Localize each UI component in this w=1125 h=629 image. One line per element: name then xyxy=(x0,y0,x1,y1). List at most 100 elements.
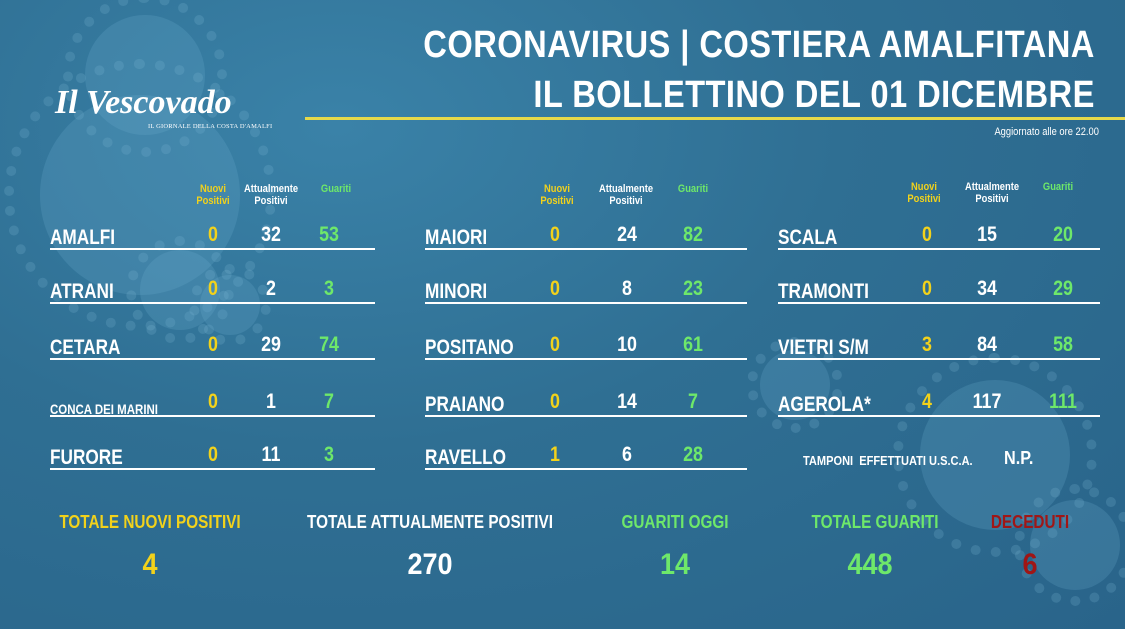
row-underline xyxy=(50,302,375,304)
town-healed: 58 xyxy=(1053,333,1073,356)
town-current-positive: 8 xyxy=(622,277,632,300)
deaths-value: 6 xyxy=(1022,548,1038,581)
logo-text: Il Vescovado xyxy=(55,84,232,121)
town-new-positive: 0 xyxy=(922,277,932,300)
town-name: SCALA xyxy=(778,226,838,249)
total-new-label: TOTALE NUOVI POSITIVI xyxy=(59,512,241,532)
town-current-positive: 1 xyxy=(266,390,276,413)
town-new-positive: 0 xyxy=(550,333,560,356)
header-new-1: Nuovi Positivi xyxy=(196,183,230,207)
row-underline xyxy=(778,302,1100,304)
town-current-positive: 84 xyxy=(977,333,997,356)
town-new-positive: 0 xyxy=(550,277,560,300)
virus-decoration xyxy=(1013,483,1125,607)
logo-subtitle: IL GIORNALE DELLA COSTA D'AMALFI xyxy=(148,122,273,130)
town-new-positive: 0 xyxy=(208,223,218,246)
row-underline xyxy=(425,358,747,360)
updated-time: Aggiornato alle ore 22.00 xyxy=(994,126,1099,138)
header-healed-1: Guariti xyxy=(320,183,352,195)
row-underline xyxy=(50,248,375,250)
town-name: TRAMONTI xyxy=(778,280,869,303)
healed-today-value: 14 xyxy=(659,548,691,581)
tamponi-value: N.P. xyxy=(1004,448,1034,468)
tamponi-label: TAMPONI EFFETTUATI U.S.C.A. xyxy=(803,453,973,468)
town-new-positive: 0 xyxy=(922,223,932,246)
town-healed: 29 xyxy=(1053,277,1073,300)
header-current-1: Attualmente Positivi xyxy=(243,183,299,207)
town-name: AGEROLA* xyxy=(778,393,871,416)
town-name: RAVELLO xyxy=(425,446,507,469)
town-name: ATRANI xyxy=(50,280,114,303)
town-current-positive: 117 xyxy=(972,390,1002,413)
town-current-positive: 2 xyxy=(266,277,276,300)
town-name: FURORE xyxy=(50,446,123,469)
town-new-positive: 0 xyxy=(208,443,218,466)
header-current-3: Attualmente Positivi xyxy=(964,181,1020,205)
town-healed: 53 xyxy=(319,223,339,246)
title-line-2: IL BOLLETTINO DEL 01 DICEMBRE xyxy=(533,74,1095,116)
town-healed: 61 xyxy=(683,333,703,356)
row-underline xyxy=(778,248,1100,250)
town-healed: 82 xyxy=(683,223,703,246)
town-current-positive: 24 xyxy=(617,223,637,246)
town-current-positive: 15 xyxy=(977,223,997,246)
town-healed: 3 xyxy=(324,277,334,300)
town-new-positive: 0 xyxy=(208,390,218,413)
header-current-2: Attualmente Positivi xyxy=(598,183,654,207)
town-healed: 20 xyxy=(1053,223,1073,246)
town-current-positive: 34 xyxy=(977,277,997,300)
total-healed-label: TOTALE GUARITI xyxy=(811,512,939,532)
town-healed: 7 xyxy=(324,390,334,413)
total-current-value: 270 xyxy=(407,548,453,581)
town-new-positive: 4 xyxy=(922,390,932,413)
total-current-label: TOTALE ATTUALMENTE POSITIVI xyxy=(307,512,553,532)
row-underline xyxy=(50,358,375,360)
town-new-positive: 1 xyxy=(550,443,560,466)
header-healed-2: Guariti xyxy=(677,183,709,195)
deaths-label: DECEDUTI xyxy=(990,512,1070,532)
row-underline xyxy=(425,302,747,304)
row-underline xyxy=(778,358,1100,360)
virus-decoration xyxy=(189,264,271,346)
town-healed: 74 xyxy=(319,333,339,356)
header-new-3: Nuovi Positivi xyxy=(907,181,941,205)
total-healed-value: 448 xyxy=(847,548,893,581)
town-name: VIETRI S/M xyxy=(778,336,869,359)
town-name: MAIORI xyxy=(425,226,488,249)
total-new-value: 4 xyxy=(142,548,158,581)
town-name: AMALFI xyxy=(50,226,116,249)
row-underline xyxy=(425,248,747,250)
header-healed-3: Guariti xyxy=(1042,181,1074,193)
town-current-positive: 10 xyxy=(617,333,637,356)
title-rule xyxy=(305,117,1125,120)
virus-decoration xyxy=(747,337,843,433)
town-new-positive: 0 xyxy=(208,333,218,356)
town-name: MINORI xyxy=(425,280,488,303)
healed-today-label: GUARITI OGGI xyxy=(621,512,729,532)
row-underline xyxy=(425,468,747,470)
row-underline xyxy=(778,415,1100,417)
town-healed: 28 xyxy=(683,443,703,466)
town-current-positive: 14 xyxy=(617,390,637,413)
town-name: PRAIANO xyxy=(425,393,505,416)
header-new-2: Nuovi Positivi xyxy=(540,183,574,207)
town-new-positive: 3 xyxy=(922,333,932,356)
row-underline xyxy=(425,415,747,417)
row-underline xyxy=(50,415,375,417)
town-current-positive: 6 xyxy=(622,443,632,466)
town-name: CONCA DEI MARINI xyxy=(50,401,158,417)
town-new-positive: 0 xyxy=(550,390,560,413)
town-current-positive: 29 xyxy=(261,333,281,356)
town-new-positive: 0 xyxy=(208,277,218,300)
row-underline xyxy=(50,468,375,470)
town-healed: 7 xyxy=(688,390,698,413)
town-healed: 111 xyxy=(1049,390,1077,413)
town-new-positive: 0 xyxy=(550,223,560,246)
title-line-1: CORONAVIRUS | COSTIERA AMALFITANA xyxy=(423,24,1095,66)
town-healed: 3 xyxy=(324,443,334,466)
logo: Il Vescovado xyxy=(55,84,232,122)
town-current-positive: 11 xyxy=(261,443,281,466)
town-name: POSITANO xyxy=(425,336,514,359)
town-current-positive: 32 xyxy=(261,223,281,246)
